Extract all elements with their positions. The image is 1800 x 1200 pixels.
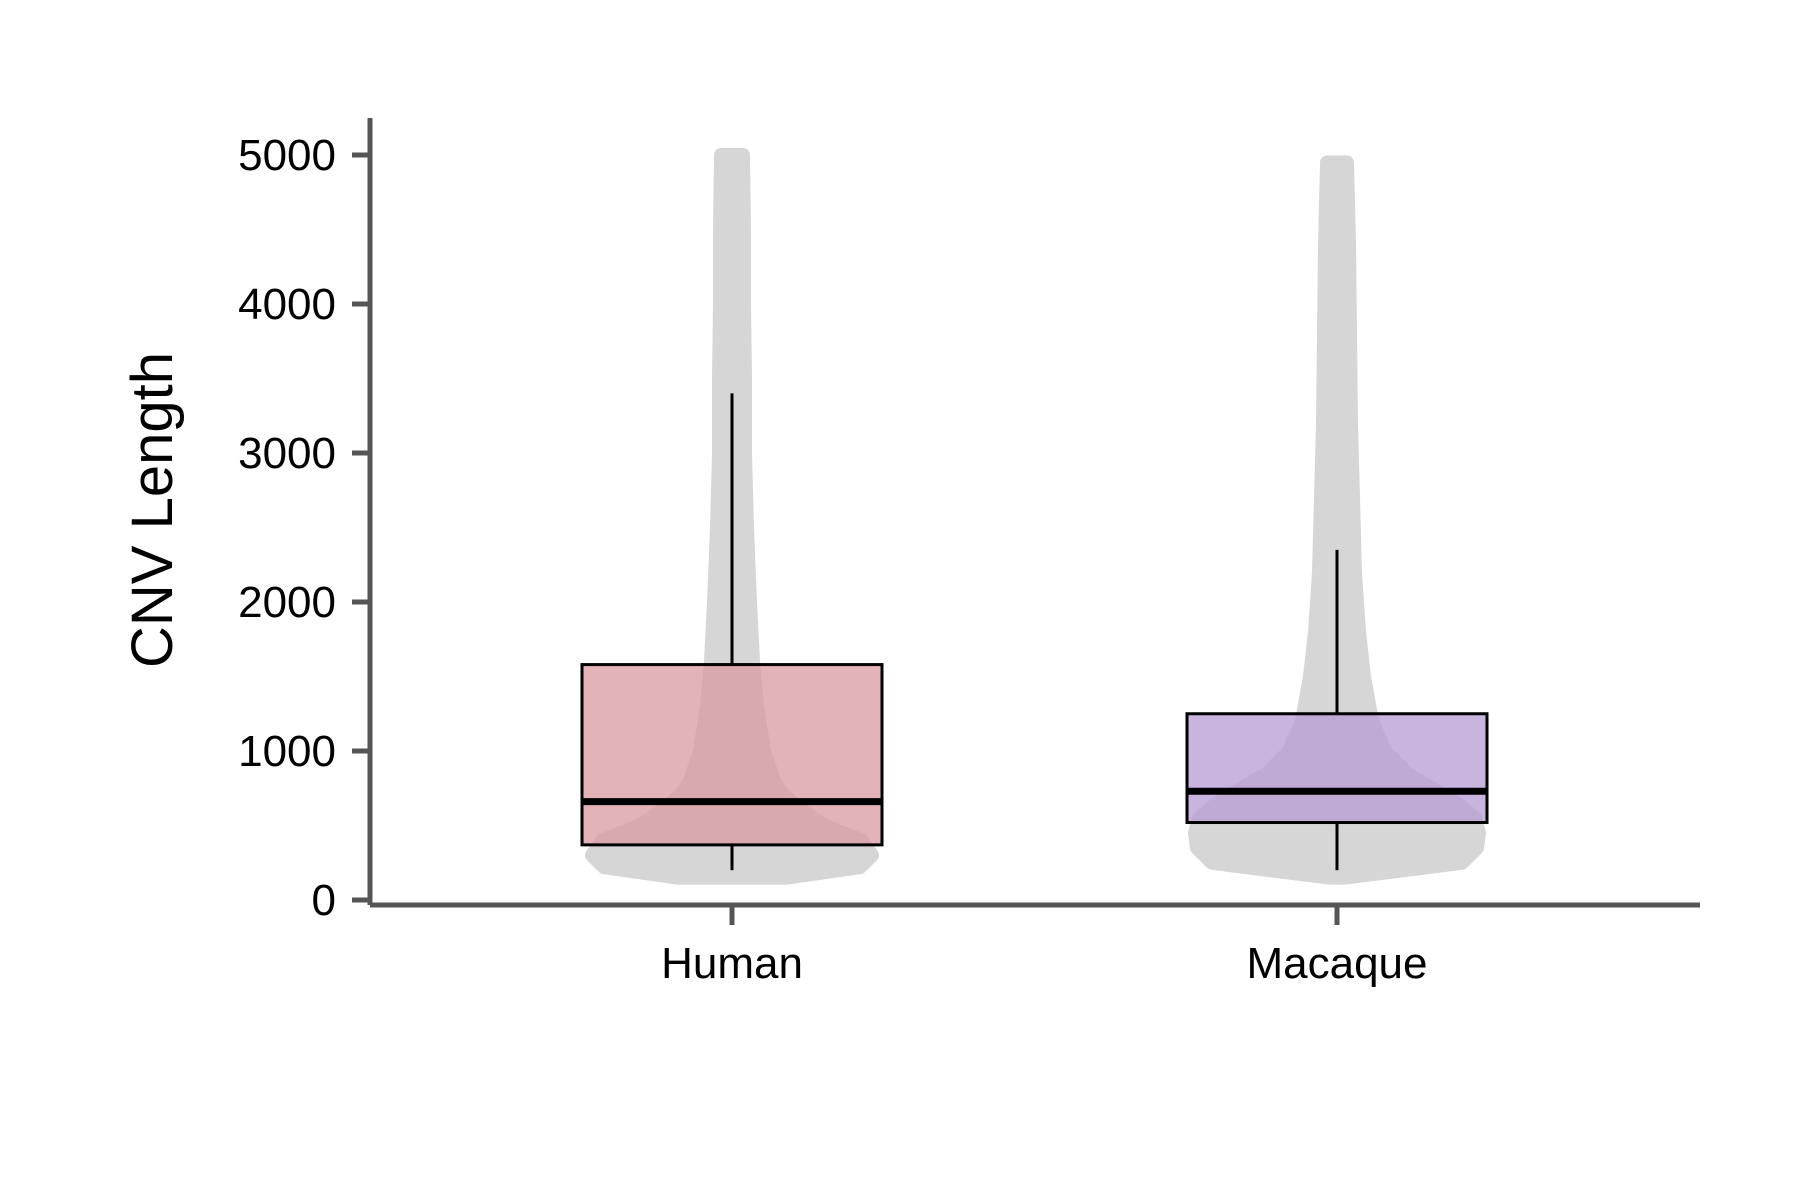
y-tick-label-5000: 5000 bbox=[238, 131, 336, 180]
x-tick-label-macaque: Macaque bbox=[1246, 939, 1427, 988]
y-tick-label-2000: 2000 bbox=[238, 578, 336, 627]
box-macaque bbox=[1185, 712, 1489, 825]
y-tick-label-0: 0 bbox=[312, 876, 336, 925]
y-axis-title: CNV Length bbox=[120, 352, 185, 668]
y-tick-label-3000: 3000 bbox=[238, 429, 336, 478]
axes: Human Macaque 0 1000 2000 3000 4000 5000 bbox=[238, 118, 1700, 988]
x-tick-label-human: Human bbox=[661, 939, 803, 988]
y-tick-label-4000: 4000 bbox=[238, 280, 336, 329]
plot-area bbox=[580, 148, 1489, 885]
y-tick-label-1000: 1000 bbox=[238, 727, 336, 776]
box-human bbox=[580, 663, 884, 847]
